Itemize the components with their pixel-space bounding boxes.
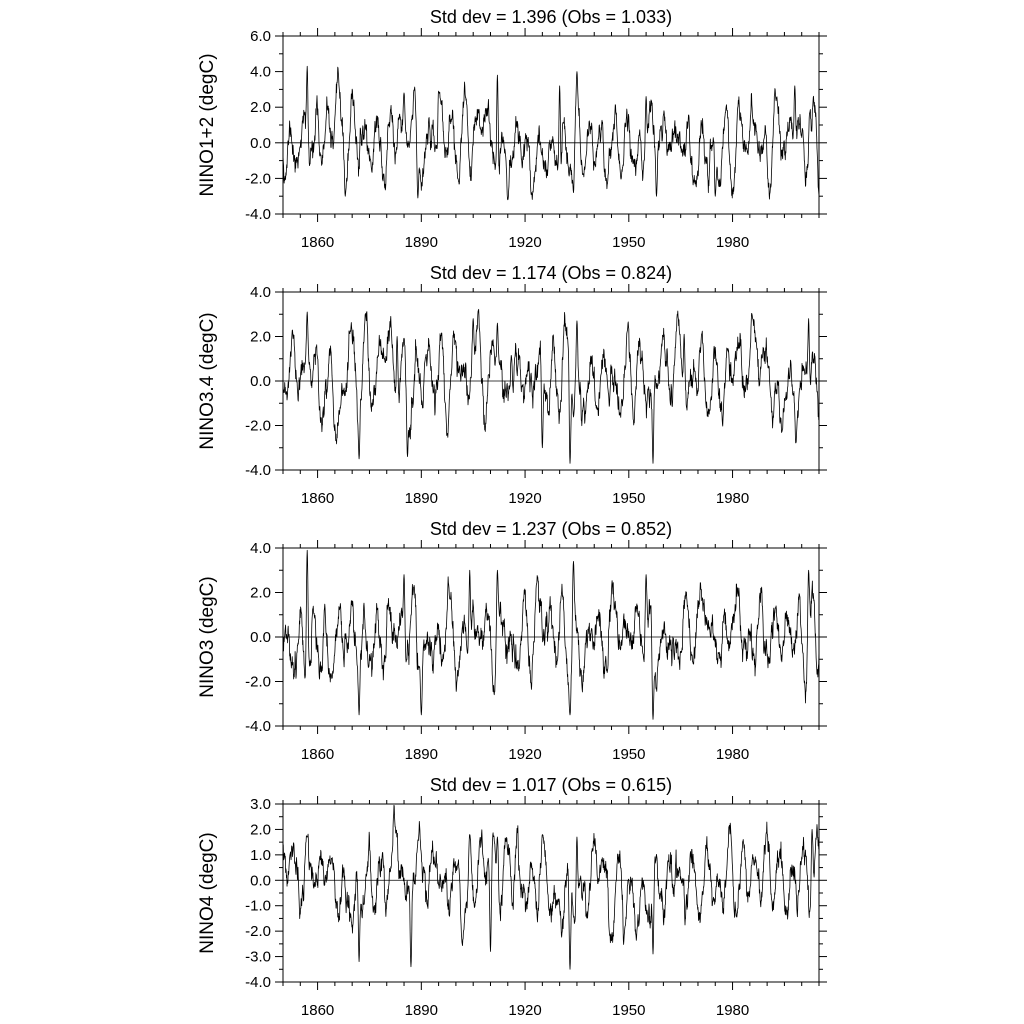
- y-tick-label: 2.0: [250, 99, 271, 116]
- y-axis-label: NINO3 (degC): [197, 576, 218, 697]
- series-line-nino3: [282, 549, 820, 720]
- x-tick-label: 1950: [612, 490, 645, 507]
- x-tick-label: 1920: [508, 490, 541, 507]
- x-tick-label: 1980: [716, 234, 749, 251]
- y-tick-label: 4.0: [250, 64, 271, 81]
- y-tick-label: -2.0: [245, 418, 271, 435]
- y-tick-label: -2.0: [245, 674, 271, 691]
- x-tick-label: 1980: [716, 1002, 749, 1019]
- x-tick-label: 1920: [508, 746, 541, 763]
- y-tick-label: 2.0: [250, 821, 271, 838]
- x-tick-label: 1890: [405, 234, 438, 251]
- x-tick-label: 1980: [716, 490, 749, 507]
- y-tick-label: 2.0: [250, 329, 271, 346]
- y-tick-label: -3.0: [245, 949, 271, 966]
- chart-panel-1: Std dev = 1.396 (Obs = 1.033) NINO1+2 (de…: [197, 7, 827, 251]
- x-tick-label: 1920: [508, 234, 541, 251]
- series-line-nino3-4: [282, 308, 820, 464]
- x-tick-label: 1860: [301, 1002, 334, 1019]
- series-line-nino1-2: [282, 65, 820, 201]
- y-tick-label: 0.0: [250, 135, 271, 152]
- x-tick-label: 1920: [508, 1002, 541, 1019]
- x-tick-label: 1890: [405, 490, 438, 507]
- y-tick-label: 2.0: [250, 585, 271, 602]
- y-tick-label: 0.0: [250, 629, 271, 646]
- chart-panel-2: Std dev = 1.174 (Obs = 0.824) NINO3.4 (de…: [197, 263, 827, 507]
- x-tick-label: 1890: [405, 1002, 438, 1019]
- chart-title: Std dev = 1.174 (Obs = 0.824): [430, 263, 672, 283]
- x-tick-label: 1890: [405, 746, 438, 763]
- y-tick-label: -2.0: [245, 170, 271, 187]
- y-axis-label: NINO1+2 (degC): [197, 53, 218, 196]
- y-tick-label: 3.0: [250, 796, 271, 813]
- y-tick-label: -1.0: [245, 898, 271, 915]
- y-tick-label: 0.0: [250, 872, 271, 889]
- y-tick-label: -4.0: [245, 974, 271, 991]
- x-tick-label: 1950: [612, 746, 645, 763]
- chart-panel-4: Std dev = 1.017 (Obs = 0.615) NINO4 (degC…: [197, 775, 827, 1019]
- y-tick-label: 0.0: [250, 373, 271, 390]
- y-tick-label: 1.0: [250, 847, 271, 864]
- y-axis-label: NINO3.4 (degC): [197, 312, 218, 449]
- plot-frame: [282, 35, 820, 215]
- y-tick-label: -4.0: [245, 462, 271, 479]
- y-axis-label: NINO4 (degC): [197, 832, 218, 953]
- series-line-nino4: [282, 804, 820, 970]
- x-tick-label: 1860: [301, 490, 334, 507]
- y-tick-label: -4.0: [245, 718, 271, 735]
- y-tick-label: -4.0: [245, 206, 271, 223]
- x-tick-label: 1860: [301, 746, 334, 763]
- x-tick-label: 1860: [301, 234, 334, 251]
- chart-title: Std dev = 1.396 (Obs = 1.033): [430, 7, 672, 27]
- y-tick-label: -2.0: [245, 923, 271, 940]
- x-tick-label: 1950: [612, 1002, 645, 1019]
- y-tick-label: 4.0: [250, 284, 271, 301]
- x-tick-label: 1950: [612, 234, 645, 251]
- chart-title: Std dev = 1.237 (Obs = 0.852): [430, 519, 672, 539]
- y-tick-label: 4.0: [250, 540, 271, 557]
- x-tick-label: 1980: [716, 746, 749, 763]
- chart-title: Std dev = 1.017 (Obs = 0.615): [430, 775, 672, 795]
- y-tick-label: 6.0: [250, 28, 271, 45]
- chart-panel-3: Std dev = 1.237 (Obs = 0.852) NINO3 (degC…: [197, 519, 827, 763]
